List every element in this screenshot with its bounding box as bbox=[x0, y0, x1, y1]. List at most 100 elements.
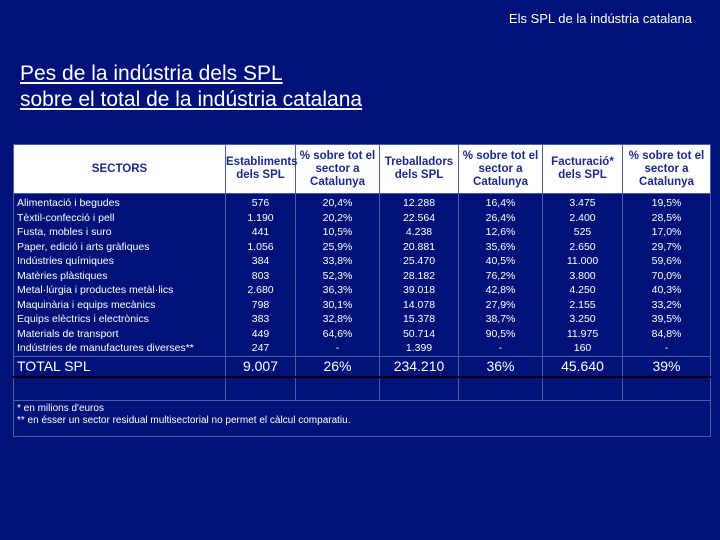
column-header: % sobre tot el sector a Catalunya bbox=[295, 144, 380, 194]
table-cell: 64,6% bbox=[295, 326, 380, 341]
table-cell: 25,9% bbox=[295, 239, 380, 254]
table-cell: 30,1% bbox=[295, 297, 380, 312]
table-cell: 40,3% bbox=[622, 283, 711, 298]
table-cell: 39,5% bbox=[622, 312, 711, 327]
notes-cell: * en milions d'euros ** en ésser un sect… bbox=[13, 399, 711, 437]
total-cell: 26% bbox=[295, 355, 380, 378]
table-cell: 525 bbox=[542, 225, 623, 240]
sector-name: Matèries plàstiques bbox=[13, 268, 226, 283]
table-cell: 3.250 bbox=[542, 312, 623, 327]
sector-name: Alimentació i begudes bbox=[13, 193, 226, 211]
note-residual: ** en ésser un sector residual multisect… bbox=[17, 414, 351, 426]
table-cell: 20,2% bbox=[295, 210, 380, 225]
table-cell: 90,5% bbox=[458, 326, 543, 341]
table-cell: 19,5% bbox=[622, 193, 711, 211]
table-cell: 59,6% bbox=[622, 254, 711, 269]
sector-name: Metal·lúrgia i productes metàl·lics bbox=[13, 283, 226, 298]
table-cell: 28.182 bbox=[379, 268, 459, 283]
table-cell: 1.056 bbox=[225, 239, 296, 254]
table-cell: 33,2% bbox=[622, 297, 711, 312]
table-cell: 798 bbox=[225, 297, 296, 312]
table-row: Indústries de manufactures diverses** 247… bbox=[13, 341, 711, 356]
title-line-2: sobre el total de la indústria catalana bbox=[20, 88, 363, 111]
table-cell: 803 bbox=[225, 268, 296, 283]
table-cell: 35,6% bbox=[458, 239, 543, 254]
sector-name: Paper, edició i arts gràfiques bbox=[13, 239, 226, 254]
table-row: Metal·lúrgia i productes metàl·lics 2.680… bbox=[13, 283, 711, 298]
table-cell: 26,4% bbox=[458, 210, 543, 225]
table-row: Equips elèctrics i electrònics 383 32,8% 15… bbox=[13, 312, 711, 327]
total-cell: 234.210 bbox=[379, 355, 459, 378]
table-cell: 12.288 bbox=[379, 193, 459, 211]
table-cell: 76,2% bbox=[458, 268, 543, 283]
total-cell: 36% bbox=[458, 355, 543, 378]
table-cell: 25.470 bbox=[379, 254, 459, 269]
note-euros: * en milions d'euros bbox=[17, 402, 104, 414]
total-cell: 45.640 bbox=[542, 355, 623, 378]
table-row: Alimentació i begudes 576 20,4% 12.288 16,4%… bbox=[13, 193, 711, 211]
table-cell: 20,4% bbox=[295, 193, 380, 211]
table-row: Matèries plàstiques 803 52,3% 28.182 76,2% 3.… bbox=[13, 268, 711, 283]
header-text: Els SPL de la indústria catalana bbox=[508, 11, 692, 26]
table-cell: 33,8% bbox=[295, 254, 380, 269]
table-cell: - bbox=[622, 341, 711, 356]
table-cell: 2.650 bbox=[542, 239, 623, 254]
table-cell: 38,7% bbox=[458, 312, 543, 327]
total-cell: 39% bbox=[622, 355, 711, 378]
table-row: Fusta, mobles i suro 441 10,5% 4.238 12,6% 52… bbox=[13, 225, 711, 240]
table-cell: 52,3% bbox=[295, 268, 380, 283]
sector-name: Maquinària i equips mecànics bbox=[13, 297, 226, 312]
column-header: Establiments dels SPL bbox=[225, 144, 298, 194]
total-label: TOTAL SPL bbox=[13, 355, 226, 378]
table-cell: 28,5% bbox=[622, 210, 711, 225]
column-header: % sobre tot el sector a Catalunya bbox=[622, 144, 711, 194]
table-cell: 383 bbox=[225, 312, 296, 327]
total-cell: 9.007 bbox=[225, 355, 296, 378]
sector-name: Materials de transport bbox=[13, 326, 226, 341]
table-cell: 14.078 bbox=[379, 297, 459, 312]
table-cell: 36,3% bbox=[295, 283, 380, 298]
data-table: SECTORS Establiments dels SPL % sobre to… bbox=[13, 144, 711, 437]
table-cell: 449 bbox=[225, 326, 296, 341]
table-cell: 22.564 bbox=[379, 210, 459, 225]
table-cell: 40,5% bbox=[458, 254, 543, 269]
table-cell: 39.018 bbox=[379, 283, 459, 298]
sector-name: Fusta, mobles i suro bbox=[13, 225, 226, 240]
column-header: Facturació* dels SPL bbox=[542, 144, 623, 194]
table-cell: 50.714 bbox=[379, 326, 459, 341]
table-cell: 20.881 bbox=[379, 239, 459, 254]
table-cell: 27,9% bbox=[458, 297, 543, 312]
table-row: Paper, edició i arts gràfiques 1.056 25,9%… bbox=[13, 239, 711, 254]
notes-row: * en milions d'euros ** en ésser un sect… bbox=[13, 399, 711, 437]
table-cell: 247 bbox=[225, 341, 296, 356]
page-title: Pes de la indústria dels SPL sobre el to… bbox=[20, 61, 362, 113]
table-cell: 10,5% bbox=[295, 225, 380, 240]
table-cell: 441 bbox=[225, 225, 296, 240]
table-row: Indústries químiques 384 33,8% 25.470 40,5% 1… bbox=[13, 254, 711, 269]
sector-name: Tèxtil-confecció i pell bbox=[13, 210, 226, 225]
table-row: Maquinària i equips mecànics 798 30,1% 14.0… bbox=[13, 297, 711, 312]
table-cell: 70,0% bbox=[622, 268, 711, 283]
sector-name: Indústries de manufactures diverses** bbox=[13, 341, 226, 356]
blank-row bbox=[13, 376, 711, 401]
table-cell: 2.680 bbox=[225, 283, 296, 298]
table-cell: 4.238 bbox=[379, 225, 459, 240]
table-cell: 576 bbox=[225, 193, 296, 211]
table-row: Materials de transport 449 64,6% 50.714 90,5… bbox=[13, 326, 711, 341]
column-header: Treballadors dels SPL bbox=[379, 144, 459, 194]
column-header: % sobre tot el sector a Catalunya bbox=[458, 144, 543, 194]
table-cell: 11.000 bbox=[542, 254, 623, 269]
table-cell: 2.400 bbox=[542, 210, 623, 225]
sector-name: Indústries químiques bbox=[13, 254, 226, 269]
table-cell: 1.190 bbox=[225, 210, 296, 225]
title-line-1: Pes de la indústria dels SPL bbox=[20, 62, 283, 85]
table-cell: 3.800 bbox=[542, 268, 623, 283]
table-cell: 16,4% bbox=[458, 193, 543, 211]
table-cell: 4.250 bbox=[542, 283, 623, 298]
table-cell: 17,0% bbox=[622, 225, 711, 240]
table-cell: 11.975 bbox=[542, 326, 623, 341]
table-cell: 15.378 bbox=[379, 312, 459, 327]
table-row: Tèxtil-confecció i pell 1.190 20,2% 22.564 2… bbox=[13, 210, 711, 225]
table-cell: 1.399 bbox=[379, 341, 459, 356]
column-header: SECTORS bbox=[13, 144, 226, 194]
